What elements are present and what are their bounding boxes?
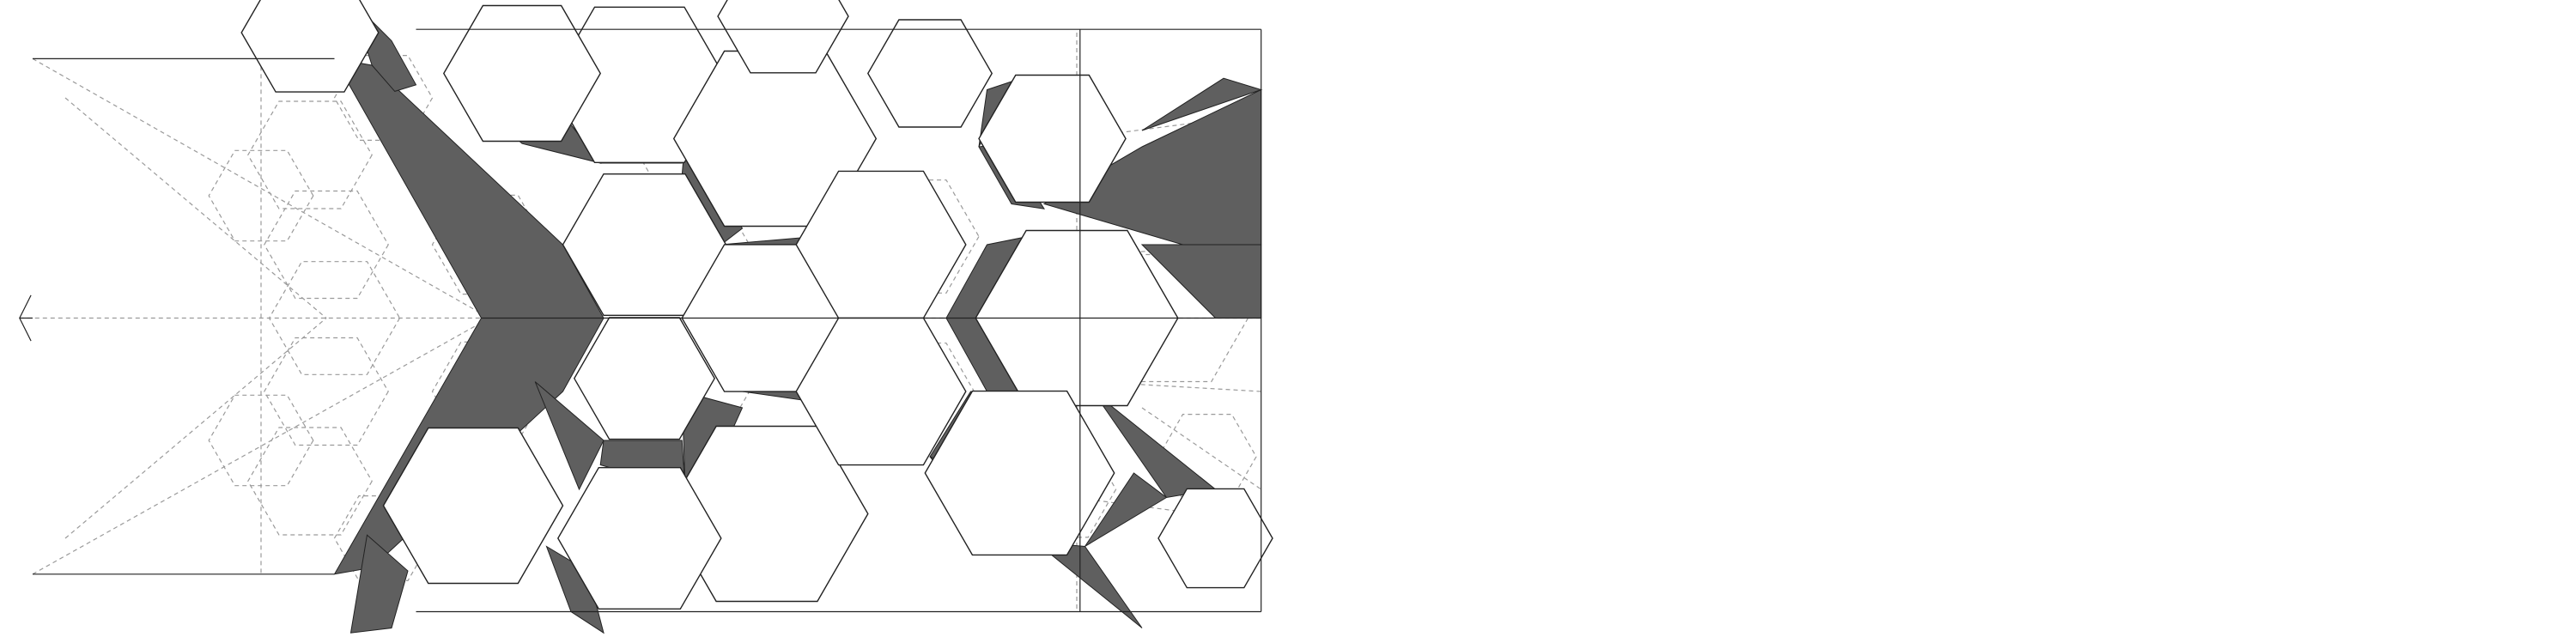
hexagon-11	[978, 74, 1127, 203]
construction-line-1	[32, 317, 490, 575]
hidden-hexagon-8	[333, 494, 434, 582]
construction-line-2	[64, 97, 327, 318]
shaded-facet-17	[1141, 77, 1263, 131]
hidden-hexagon-3	[264, 337, 389, 446]
frame-lines	[19, 28, 1262, 613]
hidden-hexagon-1	[264, 190, 389, 300]
shaded-facet-0	[333, 58, 605, 318]
hexagon-12	[924, 390, 1115, 556]
visible-edges	[240, 0, 1273, 610]
hidden-hexagon-4	[247, 427, 373, 536]
shaded-facet-7	[534, 381, 605, 491]
hidden-hexagon-6	[208, 394, 314, 487]
hexagon-15	[866, 19, 993, 128]
hidden-hexagon-5	[208, 149, 314, 242]
hidden-hexagon-2	[268, 261, 401, 375]
shaded-facet-20	[1084, 472, 1168, 547]
hexagon-9	[556, 467, 722, 610]
hexagon-13	[382, 427, 564, 585]
construction-line-9	[1141, 407, 1262, 490]
hexagon-14	[240, 0, 380, 93]
hexagon-6	[442, 4, 602, 143]
hexagon-17	[1157, 488, 1273, 589]
construction-line-0	[32, 58, 490, 319]
shaded-facet-19	[1092, 391, 1217, 499]
construction-line-3	[64, 318, 327, 539]
shaded-facet-23	[349, 534, 409, 634]
hidden-hexagon-0	[247, 100, 373, 209]
hexagon-16	[717, 0, 849, 74]
